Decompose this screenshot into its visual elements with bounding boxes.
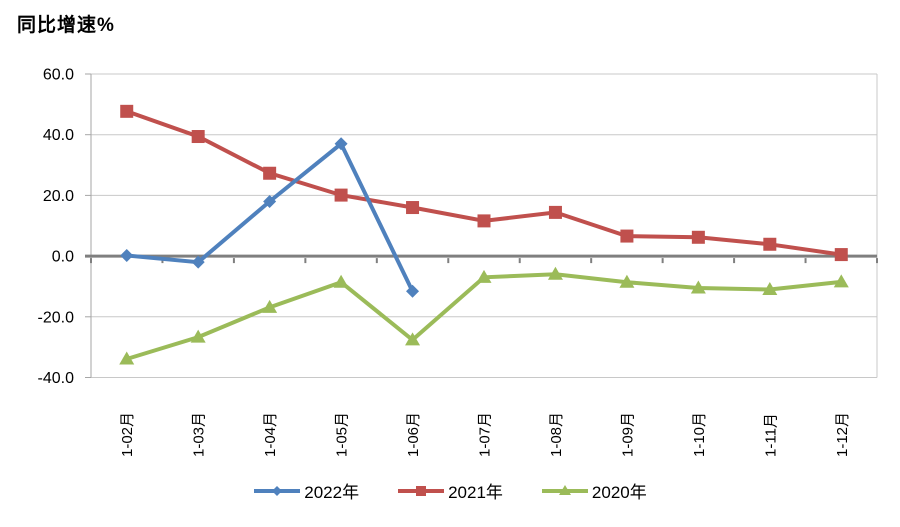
x-tick-label: 1-08月 [548,412,565,457]
x-tick-label: 1-12月 [834,412,851,457]
legend-item-2020年: 2020年 [541,478,647,503]
triangle-marker [558,484,571,495]
legend-swatch-triangle [541,484,588,495]
x-tick-label: 1-10月 [691,412,708,457]
legend-label: 2022年 [304,483,360,502]
square-marker [416,485,427,496]
chart-title: 同比增速% [17,15,115,36]
diamond-marker [272,485,283,496]
triangle-marker [833,274,849,288]
legend-swatch-diamond [254,485,301,496]
triangle-marker [333,274,349,288]
y-tick-label: 60.0 [43,67,74,84]
x-tick-label: 1-04月 [262,412,279,457]
square-marker [763,237,777,251]
x-tick-label: 1-07月 [477,412,494,457]
square-marker [834,248,848,262]
square-marker [120,104,134,118]
diamond-marker [191,255,205,269]
square-marker [191,130,205,144]
y-tick-label: 0.0 [52,249,74,266]
triangle-marker [405,332,421,346]
diamond-marker [334,137,348,151]
x-tick-label: 1-11月 [762,413,779,457]
x-tick-label: 1-06月 [405,412,422,457]
legend-item-2022年: 2022年 [253,478,359,503]
triangle-marker [690,280,706,294]
square-marker [334,188,348,202]
series-line-2022年 [126,140,415,293]
diamond-marker [406,284,420,298]
y-tick-label: 20.0 [43,188,74,205]
x-tick-label: 1-09月 [619,412,636,457]
triangle-marker [762,281,778,295]
x-tick-label: 1-05月 [334,412,351,457]
diamond-marker [263,194,277,208]
y-tick-label: -20.0 [38,309,75,326]
triangle-marker [476,269,492,283]
square-marker [620,229,634,243]
square-marker [406,201,420,215]
legend-item-2021年: 2021年 [397,478,503,503]
triangle-marker [190,329,206,343]
triangle-marker [119,351,135,365]
square-marker [263,166,277,180]
triangle-marker [262,299,278,313]
legend-label: 2021年 [448,483,503,502]
triangle-marker [619,274,635,288]
triangle-marker [547,266,563,280]
y-tick-label: 40.0 [43,127,74,144]
x-tick-label: 1-03月 [191,412,208,457]
x-tick-label: 1-02月 [119,412,136,457]
legend: 2022年 2021年 2020年 [0,478,900,503]
square-marker [548,205,562,219]
legend-swatch-square [398,485,445,496]
y-tick-label: -40.0 [38,370,75,387]
square-marker [691,230,705,244]
square-marker [477,214,491,228]
diamond-marker [120,248,134,262]
legend-label: 2020年 [591,483,647,502]
